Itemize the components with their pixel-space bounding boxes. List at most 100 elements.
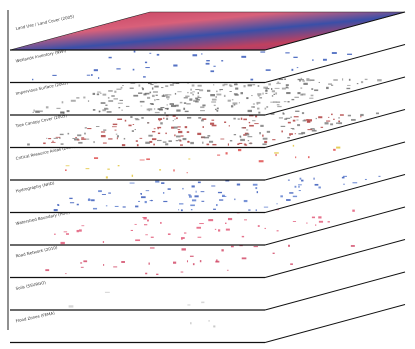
- map-feature: [217, 108, 219, 110]
- map-feature: [219, 199, 223, 200]
- map-feature: [328, 83, 332, 85]
- map-feature: [93, 93, 95, 95]
- map-feature: [185, 126, 187, 128]
- map-feature: [87, 128, 91, 129]
- map-feature: [272, 139, 275, 140]
- map-feature: [164, 112, 166, 114]
- map-feature: [339, 122, 342, 124]
- map-feature: [214, 105, 216, 106]
- map-feature: [96, 126, 99, 127]
- map-feature: [287, 137, 290, 138]
- map-feature: [65, 273, 66, 274]
- map-feature: [65, 169, 67, 171]
- map-feature: [206, 63, 210, 65]
- map-feature: [265, 108, 267, 110]
- map-feature: [187, 260, 188, 262]
- map-feature: [228, 143, 229, 145]
- map-feature: [111, 95, 114, 96]
- map-feature: [351, 119, 356, 121]
- map-feature: [198, 237, 202, 238]
- map-feature: [197, 96, 199, 98]
- map-feature: [165, 85, 168, 87]
- map-feature: [257, 108, 259, 110]
- map-feature: [146, 158, 150, 160]
- map-feature: [62, 101, 64, 103]
- map-feature: [159, 109, 163, 111]
- map-feature: [153, 91, 158, 93]
- map-feature: [133, 95, 138, 97]
- map-feature: [150, 103, 153, 104]
- map-feature: [308, 156, 310, 158]
- map-feature: [150, 84, 153, 85]
- map-feature: [230, 140, 232, 141]
- map-feature: [151, 237, 154, 238]
- map-feature: [238, 118, 240, 119]
- map-feature: [378, 176, 380, 177]
- map-feature: [109, 57, 112, 58]
- map-feature: [157, 140, 162, 141]
- map-feature: [282, 88, 286, 90]
- map-feature: [303, 83, 307, 85]
- map-feature: [326, 121, 330, 122]
- map-feature: [336, 147, 340, 149]
- map-feature: [115, 130, 117, 131]
- map-feature: [257, 93, 261, 95]
- map-feature: [289, 135, 290, 136]
- map-feature: [289, 192, 293, 193]
- map-feature: [106, 205, 107, 206]
- map-feature: [102, 102, 106, 104]
- map-feature: [217, 110, 218, 111]
- map-feature: [253, 103, 255, 104]
- map-feature: [213, 84, 214, 85]
- map-feature: [272, 95, 273, 96]
- map-feature: [252, 120, 255, 121]
- map-feature: [207, 144, 210, 146]
- map-feature: [253, 107, 254, 108]
- map-feature: [200, 260, 201, 262]
- map-feature: [288, 245, 290, 247]
- map-feature: [275, 88, 280, 89]
- map-feature: [306, 223, 307, 224]
- map-feature: [161, 87, 163, 88]
- map-feature: [195, 101, 199, 102]
- map-feature: [145, 67, 149, 68]
- map-feature: [249, 143, 252, 144]
- map-feature: [318, 216, 321, 218]
- map-feature: [309, 98, 313, 99]
- map-feature: [328, 221, 330, 222]
- map-feature: [78, 142, 82, 144]
- map-feature: [288, 180, 290, 181]
- map-feature: [215, 229, 216, 230]
- map-feature: [287, 101, 289, 102]
- map-feature: [124, 138, 125, 140]
- map-feature: [231, 105, 233, 107]
- map-feature: [306, 79, 311, 81]
- map-feature: [234, 93, 238, 94]
- map-feature: [377, 79, 382, 81]
- map-feature: [246, 130, 248, 131]
- map-feature: [191, 209, 193, 210]
- map-feature: [52, 141, 54, 142]
- layer-label: Land Use / Land Cover (2005): [15, 14, 75, 31]
- map-feature: [319, 221, 323, 223]
- map-feature: [67, 110, 70, 112]
- map-feature: [315, 224, 316, 225]
- map-feature: [118, 165, 120, 166]
- map-feature: [311, 88, 313, 90]
- map-feature: [59, 138, 61, 139]
- map-feature: [217, 155, 220, 156]
- map-feature: [138, 201, 140, 202]
- map-feature: [83, 97, 85, 99]
- map-feature: [193, 263, 195, 265]
- map-feature: [249, 122, 250, 123]
- map-feature: [115, 206, 119, 207]
- map-feature: [105, 109, 109, 110]
- map-feature: [265, 93, 267, 94]
- map-feature: [255, 116, 257, 118]
- map-feature: [260, 125, 263, 127]
- map-feature: [97, 92, 100, 93]
- map-feature: [108, 90, 113, 92]
- map-feature: [200, 106, 204, 108]
- map-feature: [293, 57, 297, 58]
- map-feature: [160, 222, 162, 224]
